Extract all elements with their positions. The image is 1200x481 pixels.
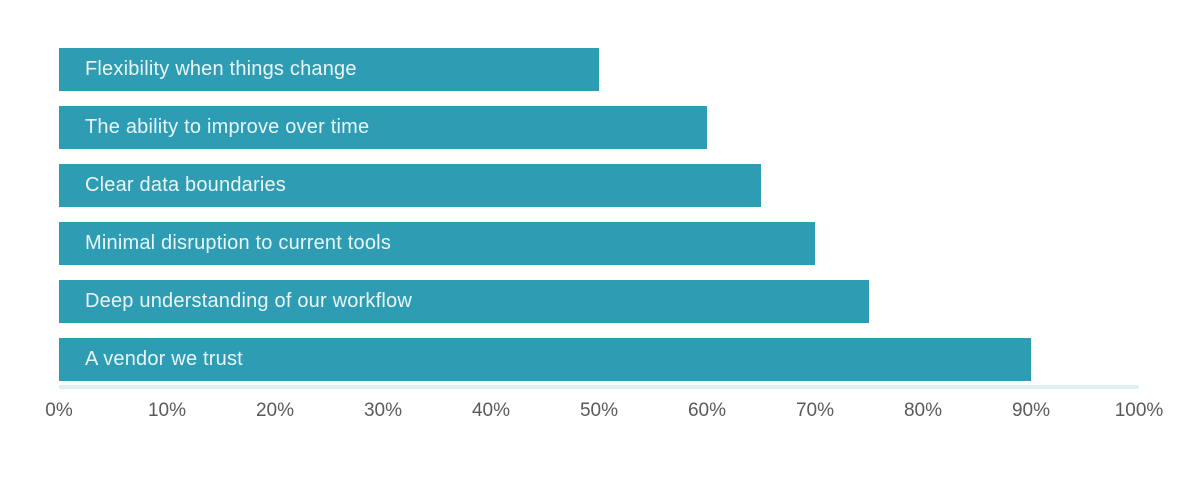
bar-label: The ability to improve over time [85, 116, 370, 138]
bars-container: Flexibility when things change The abilit… [59, 48, 1139, 381]
x-axis-tick-label: 30% [363, 400, 403, 421]
x-axis-tick-label: 100% [1114, 400, 1164, 421]
x-axis-tick-label: 20% [255, 400, 295, 421]
axis-baseline [59, 385, 1139, 389]
bar-row: Minimal disruption to current tools [59, 222, 1139, 265]
bar-row: A vendor we trust [59, 338, 1139, 381]
x-axis-tick-label: 90% [1011, 400, 1051, 421]
bar-row: Deep understanding of our workflow [59, 280, 1139, 323]
bar: Deep understanding of our workflow [59, 280, 869, 323]
bar-label: Deep understanding of our workflow [85, 290, 412, 312]
x-axis-tick-label: 40% [471, 400, 511, 421]
bar: The ability to improve over time [59, 106, 707, 149]
bar: A vendor we trust [59, 338, 1031, 381]
bar: Clear data boundaries [59, 164, 761, 207]
x-axis-tick-label: 50% [579, 400, 619, 421]
x-axis: 0% 10% 20% 30% 40% 50% 60% 70% 80% 90% 100% [45, 398, 1163, 426]
bar-label: A vendor we trust [85, 348, 243, 370]
bar-label: Minimal disruption to current tools [85, 232, 392, 254]
plot-area: Flexibility when things change The abilit… [59, 48, 1139, 381]
bar: Minimal disruption to current tools [59, 222, 815, 265]
x-axis-tick-label: 0% [45, 400, 73, 421]
x-axis-tick-label: 80% [903, 400, 943, 421]
bar-row: Flexibility when things change [59, 48, 1139, 91]
x-axis-tick-label: 60% [687, 400, 727, 421]
bar-label: Clear data boundaries [85, 174, 286, 196]
bar-row: The ability to improve over time [59, 106, 1139, 149]
bar-row: Clear data boundaries [59, 164, 1139, 207]
x-axis-tick-label: 10% [147, 400, 187, 421]
bar: Flexibility when things change [59, 48, 599, 91]
bar-label: Flexibility when things change [85, 58, 357, 80]
x-axis-tick-label: 70% [795, 400, 835, 421]
